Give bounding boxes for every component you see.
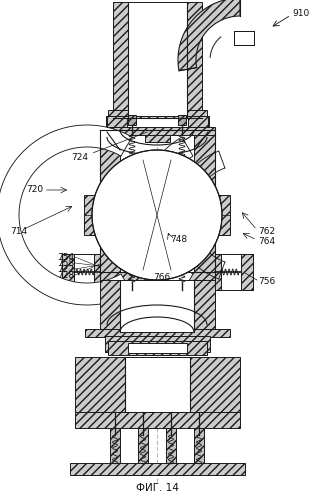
Bar	[218, 195, 230, 235]
Bar	[128, 2, 187, 118]
Text: 748: 748	[170, 236, 187, 244]
Bar	[113, 2, 128, 118]
Bar	[62, 254, 74, 290]
Bar	[143, 160, 171, 270]
Bar	[182, 110, 207, 118]
Bar	[128, 115, 136, 125]
Bar	[84, 195, 96, 235]
Bar	[187, 2, 202, 118]
Bar	[215, 254, 253, 290]
Bar	[215, 254, 221, 290]
PathPatch shape	[137, 137, 193, 293]
Text: 756: 756	[258, 276, 275, 285]
Text: 762: 762	[258, 228, 275, 236]
Bar	[194, 280, 215, 332]
Text: ФИГ. 14: ФИГ. 14	[136, 483, 178, 493]
Bar	[100, 127, 215, 135]
Bar	[75, 412, 240, 428]
Bar	[108, 341, 207, 355]
Bar	[166, 428, 176, 464]
Bar	[128, 290, 136, 300]
Bar	[100, 280, 120, 332]
Bar	[234, 31, 254, 45]
Bar	[94, 254, 100, 290]
Bar	[100, 272, 215, 280]
Circle shape	[92, 150, 222, 280]
Bar	[100, 130, 120, 275]
Text: 758: 758	[57, 258, 74, 268]
Bar	[241, 254, 253, 290]
Bar	[178, 115, 186, 125]
Bar	[105, 336, 210, 352]
Bar	[75, 357, 240, 412]
Bar	[85, 329, 230, 337]
Bar	[234, 31, 254, 45]
Text: 714: 714	[10, 228, 27, 236]
Bar	[145, 132, 170, 142]
Text: 728: 728	[57, 270, 74, 280]
Text: 722: 722	[57, 264, 74, 274]
Bar	[110, 428, 120, 464]
Bar	[138, 428, 148, 464]
Bar	[194, 428, 204, 464]
Bar	[107, 116, 208, 132]
Bar	[128, 343, 187, 353]
Bar	[108, 110, 133, 118]
PathPatch shape	[0, 125, 132, 305]
Bar	[70, 463, 245, 475]
Bar	[62, 254, 100, 290]
Text: 724: 724	[71, 132, 147, 162]
Bar	[125, 357, 190, 412]
Text: 720: 720	[26, 186, 43, 194]
Text: 766: 766	[153, 274, 171, 282]
Bar	[120, 280, 194, 332]
Text: 764: 764	[258, 238, 275, 246]
Bar	[194, 130, 215, 275]
Bar	[127, 118, 188, 130]
PathPatch shape	[178, 0, 240, 71]
Text: 910: 910	[292, 8, 309, 18]
Bar	[178, 290, 186, 300]
Text: 754: 754	[57, 252, 74, 262]
Bar	[106, 116, 209, 130]
